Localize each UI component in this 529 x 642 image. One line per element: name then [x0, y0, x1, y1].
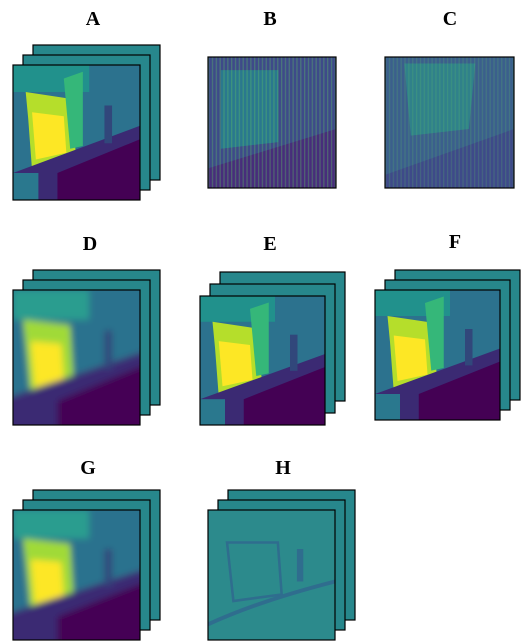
panel-label: D [83, 233, 97, 255]
panel-label: C [443, 8, 457, 30]
panel-d: D [7, 233, 160, 432]
panel-a: A [13, 8, 160, 200]
panel-f: F [375, 231, 520, 420]
panel-h: H [208, 457, 355, 640]
panel-c: C [385, 8, 514, 188]
panel-label: A [86, 8, 101, 30]
panel-label: G [80, 457, 96, 479]
panel-b: B [208, 8, 336, 188]
panel-label: E [263, 233, 276, 255]
panel-label: F [449, 231, 461, 253]
figure: A B C D E F G [0, 0, 529, 642]
panel-label: H [275, 457, 291, 479]
panel-g: G [7, 457, 160, 642]
panel-label: B [263, 8, 276, 30]
panel-e: E [200, 233, 345, 425]
